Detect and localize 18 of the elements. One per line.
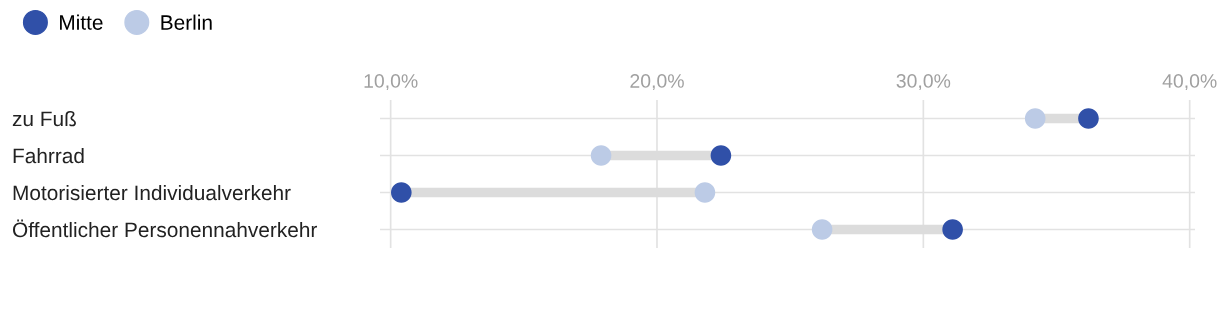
point [1078,108,1099,129]
x-tick-label: 40,0% [1162,74,1217,91]
point [1024,108,1046,129]
legend-label: Berlin [161,14,212,30]
point [710,145,732,166]
y-tick-label: Öffentlicher Personennahverkehr [12,219,318,238]
point [391,182,412,203]
point [694,182,716,203]
x-tick-label: 20,0% [630,74,684,91]
legend-label: Mitte [60,14,103,30]
point [942,219,963,240]
y-tick-label: Fahrrad [13,147,84,164]
y-tick-label: Motorisierter Individualverkehr [13,184,291,201]
point [811,219,833,240]
x-tick-label: 10,0% [364,74,418,91]
y-tick-label: zu Fuß [12,110,76,127]
point [590,145,612,166]
x-tick-label: 30,0% [896,74,951,91]
